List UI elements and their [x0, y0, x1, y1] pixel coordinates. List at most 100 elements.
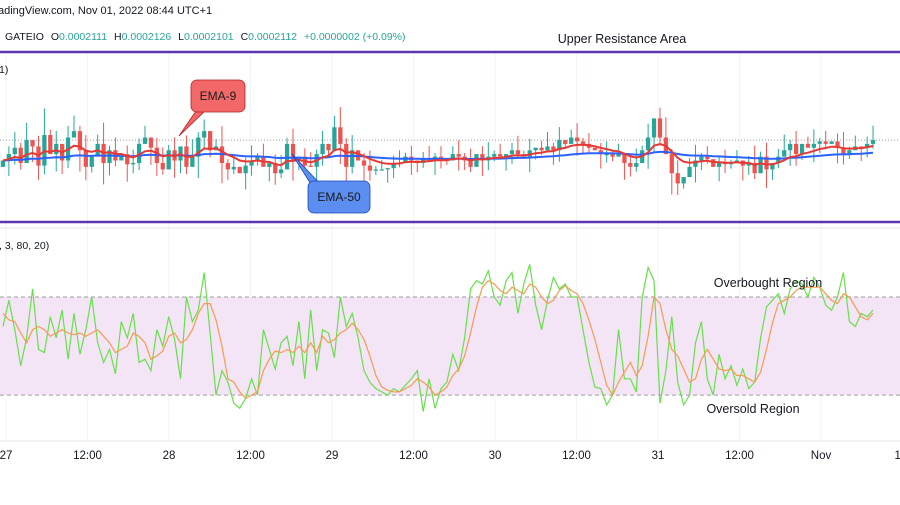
x-tick-label: 12:00 — [73, 450, 102, 462]
candle-body[interactable] — [824, 141, 828, 144]
oversold-label: Oversold Region — [706, 402, 799, 416]
x-tick-label: 28 — [163, 450, 176, 462]
candle-body[interactable] — [267, 163, 271, 167]
candle-body[interactable] — [658, 118, 662, 137]
candle-body[interactable] — [72, 131, 76, 137]
x-tick-label: Nov — [811, 450, 832, 462]
price-pane-legend[interactable]: 1) — [0, 64, 8, 76]
candle-body[interactable] — [539, 148, 543, 151]
oscillator-pane-legend[interactable]: , 3, 80, 20) — [0, 240, 49, 252]
x-tick-label: 12:00 — [236, 450, 265, 462]
x-tick-label: 30 — [489, 450, 502, 462]
close-value: 0.0002112 — [248, 31, 297, 43]
candle-body[interactable] — [244, 166, 248, 174]
candle-body[interactable] — [569, 138, 573, 144]
x-tick-label: 12: — [895, 450, 900, 462]
candle-body[interactable] — [563, 140, 567, 144]
candle-body[interactable] — [676, 173, 680, 183]
candle-body[interactable] — [545, 146, 549, 150]
candle-body[interactable] — [782, 150, 786, 156]
candle-body[interactable] — [581, 141, 585, 144]
resistance-label: Upper Resistance Area — [558, 32, 687, 46]
candle-body[interactable] — [575, 138, 579, 142]
candle-body[interactable] — [338, 127, 342, 144]
candle-body[interactable] — [84, 150, 88, 167]
candle-body[interactable] — [652, 118, 656, 137]
candle-body[interactable] — [362, 160, 366, 165]
candle-body[interactable] — [208, 131, 212, 150]
candle-body[interactable] — [332, 127, 336, 150]
candle-body[interactable] — [1, 160, 5, 166]
candle-body[interactable] — [705, 157, 709, 160]
x-tick-label: 12:00 — [725, 450, 754, 462]
candle-body[interactable] — [54, 144, 58, 154]
candle-body[interactable] — [806, 144, 810, 148]
candle-body[interactable] — [374, 169, 378, 170]
candle-body[interactable] — [232, 167, 236, 170]
x-tick-label: 27 — [0, 450, 12, 462]
candle-body[interactable] — [238, 167, 242, 173]
low-value: 0.0002101 — [184, 31, 234, 43]
open-label: O — [51, 31, 59, 43]
ema9-callout-label: EMA-9 — [200, 89, 237, 103]
ohlc-legend[interactable]: GATEIO O0.0002111 H0.0002126 L0.0002101 … — [5, 31, 406, 43]
high-label: H — [114, 31, 122, 43]
candle-body[interactable] — [646, 138, 650, 151]
candle-body[interactable] — [682, 177, 686, 183]
candle-body[interactable] — [326, 144, 330, 150]
candle-body[interactable] — [829, 141, 833, 144]
candle-body[interactable] — [818, 141, 822, 144]
candle-body[interactable] — [634, 163, 638, 167]
candle-body[interactable] — [687, 167, 691, 177]
candle-body[interactable] — [320, 144, 324, 154]
candle-body[interactable] — [670, 154, 674, 173]
candle-body[interactable] — [131, 163, 135, 164]
candle-body[interactable] — [167, 150, 171, 169]
x-tick-label: 29 — [326, 450, 339, 462]
candle-body[interactable] — [13, 148, 17, 154]
candle-body[interactable] — [202, 131, 206, 137]
overbought-label: Overbought Region — [714, 276, 822, 290]
candle-body[interactable] — [717, 163, 721, 167]
candle-body[interactable] — [510, 150, 514, 154]
candle-body[interactable] — [279, 169, 283, 173]
candle-body[interactable] — [498, 154, 502, 157]
candle-body[interactable] — [800, 144, 804, 154]
candle-body[interactable] — [149, 138, 153, 148]
candle-body[interactable] — [699, 157, 703, 161]
candle-body[interactable] — [161, 163, 165, 169]
candle-body[interactable] — [42, 135, 46, 166]
chart-source-header: adingView.com, Nov 01, 2022 08:44 UTC+1 — [0, 5, 212, 17]
candle-body[interactable] — [90, 157, 94, 167]
candle-body[interactable] — [380, 169, 384, 170]
change-value: +0.0000002 (+0.09%) — [304, 31, 406, 43]
candle-body[interactable] — [871, 140, 875, 144]
open-value: 0.0002111 — [59, 31, 107, 43]
candle-body[interactable] — [143, 138, 147, 144]
candle-body[interactable] — [368, 166, 372, 171]
candle-body[interactable] — [610, 154, 614, 157]
candle-body[interactable] — [516, 150, 520, 154]
x-tick-label: 12:00 — [399, 450, 428, 462]
candle-body[interactable] — [812, 144, 816, 148]
candle-body[interactable] — [794, 144, 798, 154]
candle-body[interactable] — [226, 163, 230, 169]
candle-body[interactable] — [457, 154, 461, 157]
candle-body[interactable] — [788, 144, 792, 150]
candle-body[interactable] — [534, 148, 538, 151]
symbol-label: GATEIO — [5, 31, 44, 43]
candle-body[interactable] — [30, 140, 34, 146]
ema50-callout-label: EMA-50 — [317, 190, 361, 204]
x-tick-label: 31 — [652, 450, 665, 462]
candle-body[interactable] — [492, 154, 496, 157]
candle-body[interactable] — [628, 163, 632, 167]
candle-body[interactable] — [190, 157, 194, 167]
x-tick-label: 12:00 — [562, 450, 591, 462]
candle-body[interactable] — [386, 168, 390, 169]
candle-body[interactable] — [593, 148, 597, 151]
high-value: 0.0002126 — [122, 31, 172, 43]
candle-body[interactable] — [309, 166, 313, 167]
